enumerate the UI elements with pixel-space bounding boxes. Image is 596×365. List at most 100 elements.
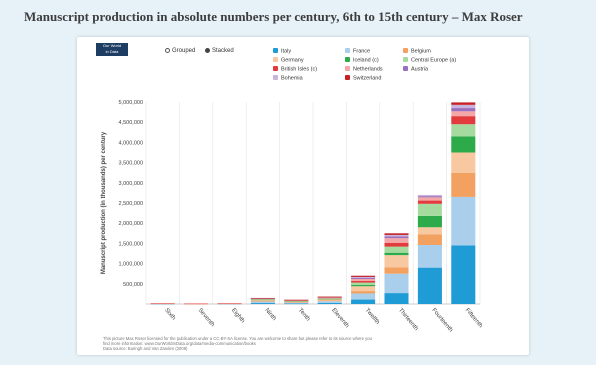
legend-item[interactable]: Austria — [403, 66, 428, 74]
radio-unselected-icon — [165, 48, 170, 53]
legend-item[interactable]: Iceland (c) — [345, 57, 379, 65]
logo-line-1: Our World — [102, 43, 122, 48]
bar-segment — [284, 300, 309, 302]
bar-segment — [384, 246, 409, 253]
bar-segment — [250, 299, 275, 301]
legend-item[interactable]: Germany — [273, 57, 304, 65]
legend-swatch — [403, 48, 408, 53]
y-tick-label: 3,000,000 — [119, 181, 143, 187]
x-tick-label: Ninth — [263, 307, 277, 322]
radio-selected-icon — [205, 48, 210, 53]
bar-segment — [417, 234, 442, 246]
legend-item[interactable]: Italy — [273, 48, 291, 56]
bar-segment — [284, 302, 309, 303]
x-tick-label: Sixth — [163, 307, 176, 321]
page-title: Manuscript production in absolute number… — [24, 9, 523, 24]
footer-license: This picture Max Roser licensed for the … — [103, 336, 372, 341]
bar-segment — [250, 299, 275, 300]
stacked-toggle[interactable]: Stacked — [205, 48, 234, 54]
bar-segment — [317, 300, 342, 302]
x-tick-label: Seventh — [197, 307, 216, 328]
bar-segment — [417, 215, 442, 228]
x-tick-label: Eighth — [230, 307, 246, 324]
bar-segment — [417, 227, 442, 235]
bar-segment — [317, 302, 342, 304]
bar-segment — [451, 111, 476, 117]
legend-label: Austria — [411, 66, 429, 73]
legend-swatch — [345, 57, 350, 62]
legend-item[interactable]: Bohemia — [273, 75, 303, 83]
bar-segment — [451, 245, 476, 304]
legend-item[interactable]: Central Europe (a) — [403, 57, 456, 65]
bar-segment — [317, 297, 342, 299]
bar-segment — [284, 300, 309, 302]
bar-segment — [384, 236, 409, 239]
bar-segment — [384, 252, 409, 256]
bar-segment — [384, 255, 409, 268]
bar-segment — [351, 276, 376, 278]
legend-item[interactable]: Belgium — [403, 48, 431, 56]
legend-label: Italy — [281, 48, 292, 55]
x-tick-label: Twelfth — [364, 307, 381, 325]
y-tick-label: 500,000 — [123, 282, 143, 288]
x-tick-label: Fourteenth — [430, 307, 453, 333]
chart-footer: This picture Max Roser licensed for the … — [103, 336, 523, 351]
legend-label: Germany — [281, 57, 304, 64]
grouped-toggle[interactable]: Grouped — [165, 48, 195, 54]
legend-item[interactable]: British Isles (c) — [273, 66, 317, 74]
y-tick-label: 4,500,000 — [119, 120, 143, 126]
stacked-label: Stacked — [212, 48, 234, 54]
bar-segment — [384, 233, 409, 235]
bar-segment — [250, 303, 275, 304]
legend-swatch — [273, 66, 278, 71]
bar-segment — [417, 197, 442, 201]
bar-segment — [351, 286, 376, 292]
y-tick-label: 2,000,000 — [119, 221, 143, 227]
x-tick-label: Tenth — [297, 307, 311, 322]
bar-segment — [417, 203, 442, 216]
bar-segment — [250, 301, 275, 304]
bar-segment — [451, 104, 476, 109]
legend-label: Belgium — [411, 48, 431, 55]
bar-segment — [384, 238, 409, 243]
bar-segment — [284, 303, 309, 305]
bar-segment — [351, 291, 376, 294]
bar-segment — [351, 275, 376, 277]
bar-segment — [451, 108, 476, 112]
logo-line-2: in Data — [105, 49, 119, 54]
legend-swatch — [345, 75, 350, 80]
bar-segment — [250, 299, 275, 302]
bar-segment — [351, 293, 376, 300]
legend-item[interactable]: France — [345, 48, 370, 56]
x-tick-label: Fifteenth — [464, 307, 484, 329]
legend-swatch — [273, 57, 278, 62]
bar-segment — [217, 303, 242, 304]
bar-segment — [384, 293, 409, 304]
bar-segment — [351, 277, 376, 279]
bar-segment — [184, 303, 209, 305]
bar-segment — [284, 301, 309, 303]
legend-item[interactable]: Switzerland — [345, 75, 381, 83]
bar-segment — [317, 298, 342, 300]
legend-item[interactable]: Netherlands — [345, 66, 383, 74]
bar-segment — [250, 301, 275, 302]
bar-segment — [451, 116, 476, 125]
bar-segment — [384, 267, 409, 274]
owid-logo[interactable]: Our World in Data — [96, 43, 128, 56]
y-tick-label: 1,000,000 — [119, 262, 143, 268]
bar-segment — [451, 152, 476, 173]
legend-label: Switzerland — [353, 75, 382, 82]
bar-segment — [284, 302, 309, 304]
bar-segment — [384, 273, 409, 294]
bar-segment — [351, 280, 376, 283]
bar-segment — [351, 282, 376, 286]
bar-segment — [317, 298, 342, 299]
legend-swatch — [403, 66, 408, 71]
bar-segment — [451, 196, 476, 246]
bar-segment — [417, 267, 442, 304]
legend-label: Netherlands — [353, 66, 383, 73]
x-tick-label: Eleventh — [330, 307, 350, 329]
x-tick-label: Thirteenth — [397, 307, 419, 332]
bar-segment — [284, 299, 309, 301]
bar-segment — [384, 242, 409, 247]
